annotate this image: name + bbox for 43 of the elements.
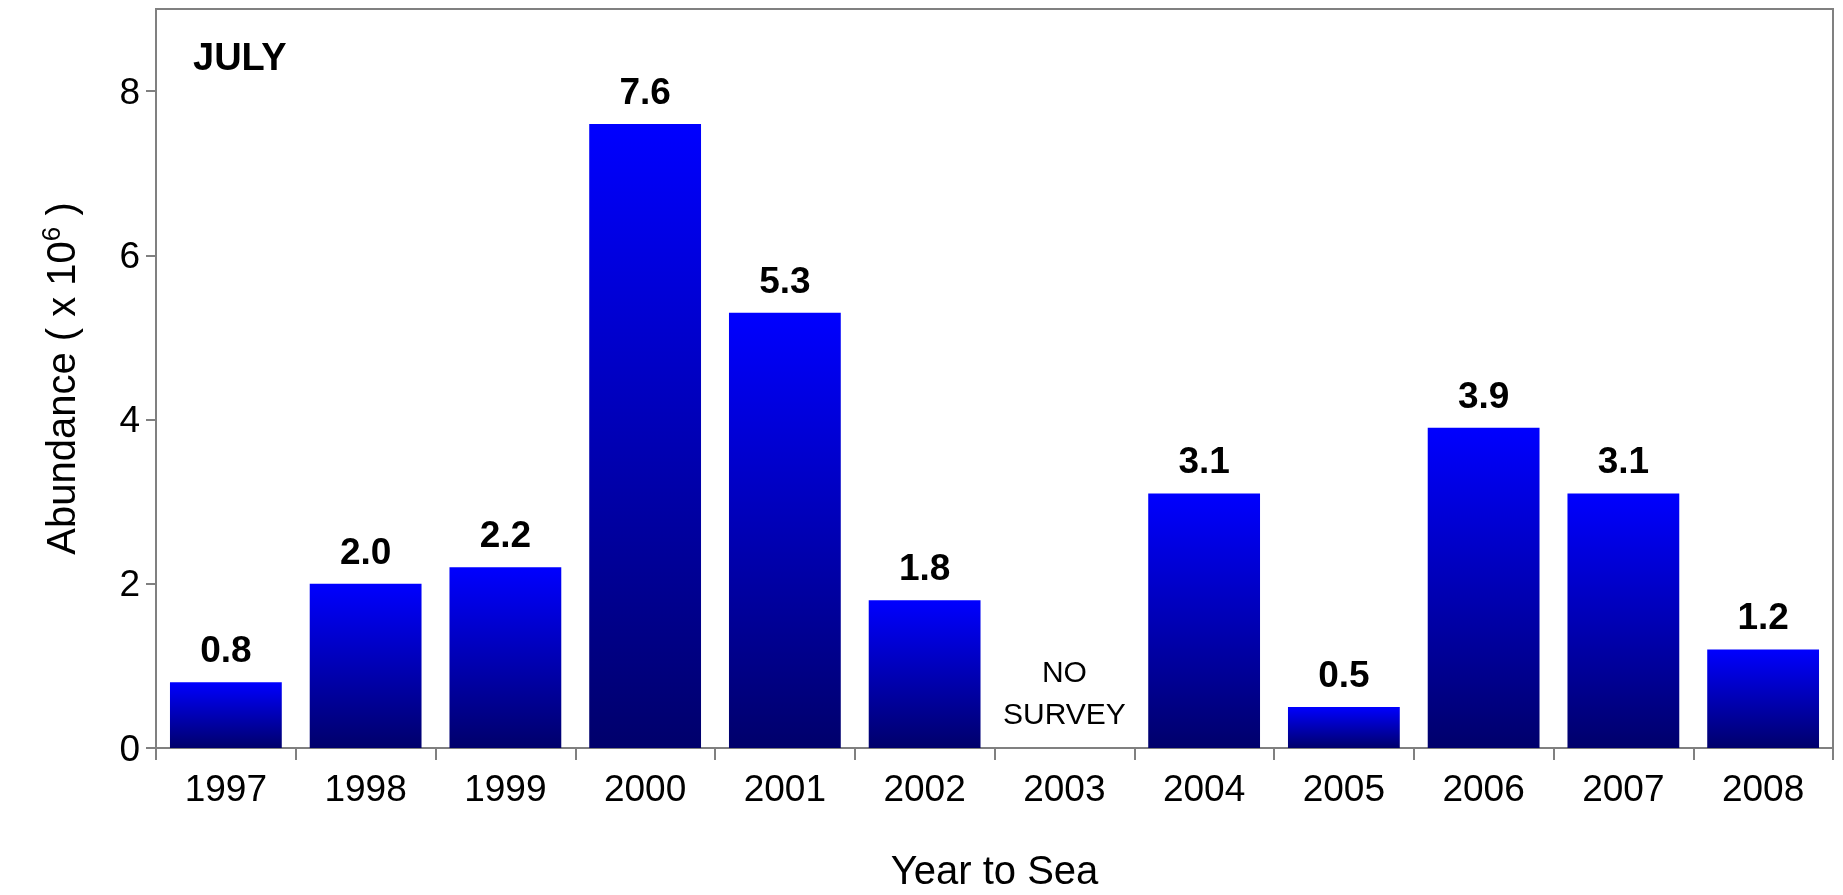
- bar: [1427, 427, 1540, 748]
- y-tick-label: 2: [119, 563, 140, 605]
- x-tick-label: 2008: [1721, 768, 1805, 809]
- data-label: 1.8: [898, 547, 951, 589]
- x-tick-label: 1998: [324, 768, 407, 809]
- y-tick-label: 8: [119, 70, 140, 112]
- data-label: 2.2: [479, 514, 532, 556]
- x-tick-label: 1999: [464, 768, 547, 809]
- bar: [1707, 649, 1820, 748]
- x-tick-label: 2001: [743, 768, 827, 809]
- y-axis-title: Abundance ( x 106 ): [36, 202, 83, 555]
- x-axis-title: Year to Sea: [890, 848, 1100, 892]
- bar: [728, 312, 841, 748]
- data-label: 3.1: [1178, 440, 1230, 482]
- y-tick-label: 6: [119, 234, 140, 276]
- x-tick-label: 2004: [1162, 768, 1246, 809]
- bar: [309, 583, 422, 748]
- y-tick-label: 4: [119, 399, 140, 441]
- x-tick-label: 2007: [1582, 768, 1665, 809]
- data-label: 3.1: [1597, 440, 1650, 482]
- bar: [169, 682, 282, 748]
- bar: [1567, 493, 1680, 748]
- bar: [1148, 493, 1261, 748]
- data-label: 1.2: [1737, 596, 1789, 638]
- x-tick-label: 2002: [883, 768, 966, 809]
- x-tick-label: 2000: [603, 768, 687, 809]
- data-label: 2.0: [339, 530, 392, 572]
- x-tick-label: 1997: [184, 768, 268, 809]
- bar: [589, 123, 702, 748]
- data-label: 7.6: [619, 70, 671, 112]
- bar: [1287, 706, 1400, 748]
- data-label: 0.5: [1318, 653, 1370, 695]
- bar: [449, 567, 562, 748]
- data-label: 5.3: [759, 259, 811, 301]
- y-tick-label: 0: [119, 727, 140, 769]
- bar: [868, 600, 981, 748]
- x-tick-label: 2003: [1023, 768, 1106, 809]
- x-tick-label: 2005: [1302, 768, 1386, 809]
- annotation: NO SURVEY: [1002, 654, 1126, 730]
- data-label: 0.8: [200, 629, 252, 671]
- data-label: 3.9: [1457, 374, 1510, 416]
- x-tick-label: 2006: [1442, 768, 1525, 809]
- annotation: JULY: [193, 36, 287, 78]
